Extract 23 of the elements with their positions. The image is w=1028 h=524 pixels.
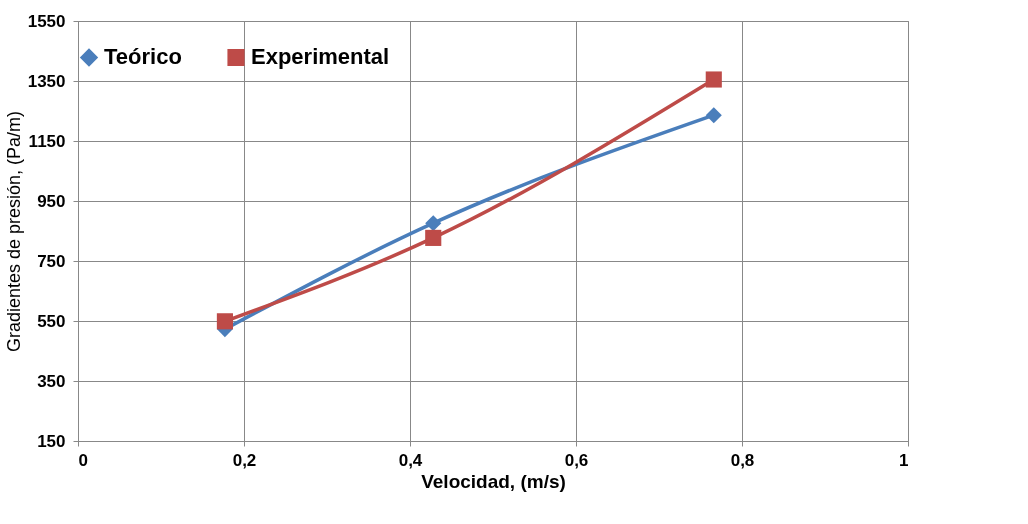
point	[425, 215, 442, 232]
y-tick-label: 1150	[28, 131, 66, 151]
x-tick-label: 0,4	[398, 450, 423, 470]
y-tick-label: 1350	[27, 71, 66, 91]
x-tick-label: 0,2	[232, 450, 257, 470]
point	[705, 71, 722, 88]
x-tick-label: 0	[78, 450, 88, 470]
y-tick-label: 150	[37, 431, 66, 451]
point	[705, 107, 722, 124]
y-tick-label: 350	[37, 371, 66, 391]
x-tick-label: 0,6	[564, 450, 589, 470]
point	[216, 313, 233, 330]
x-tick-label: 1	[899, 450, 909, 470]
y-tick-label: 950	[37, 191, 66, 211]
legend-label: Teórico	[104, 44, 182, 70]
y-tick-label: 550	[37, 311, 66, 331]
x-tick-label: 0,8	[730, 450, 755, 470]
y-tick-label: 750	[37, 251, 66, 271]
x-axis-title: Velocidad, (m/s)	[421, 470, 566, 492]
legend-label: Experimental	[251, 44, 390, 70]
y-axis-title: Gradientes de presión, (Pa/m)	[3, 110, 24, 353]
y-tick-label: 1550	[27, 11, 66, 31]
point	[425, 229, 442, 246]
